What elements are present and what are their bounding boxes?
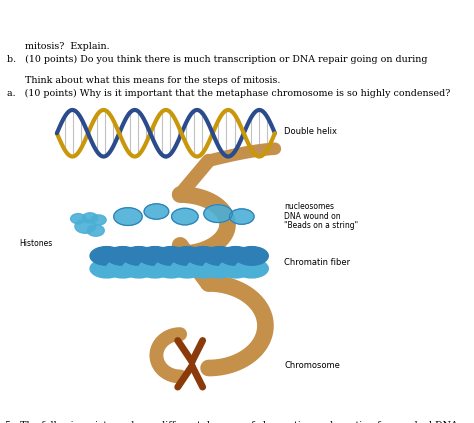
Text: Think about what this means for the steps of mitosis.: Think about what this means for the step… xyxy=(7,76,281,85)
Text: nucleosomes: nucleosomes xyxy=(284,202,334,211)
Ellipse shape xyxy=(171,247,204,265)
Ellipse shape xyxy=(87,225,104,236)
Ellipse shape xyxy=(155,259,188,278)
Text: DNA wound on: DNA wound on xyxy=(284,212,341,220)
Text: b.   (10 points) Do you think there is much transcription or DNA repair going on: b. (10 points) Do you think there is muc… xyxy=(7,55,428,64)
Ellipse shape xyxy=(138,259,172,278)
Ellipse shape xyxy=(219,247,252,265)
Text: Double helix: Double helix xyxy=(284,126,337,136)
Text: Chromatin fiber: Chromatin fiber xyxy=(284,258,351,267)
Text: 5.  The following picture shows different degrees of chromatin condensation from: 5. The following picture shows different… xyxy=(5,421,457,423)
Text: Histones: Histones xyxy=(19,239,52,248)
Ellipse shape xyxy=(187,247,220,265)
Text: a.   (10 points) Why is it important that the metaphase chromosome is so highly : a. (10 points) Why is it important that … xyxy=(7,89,450,98)
Ellipse shape xyxy=(114,208,142,225)
Ellipse shape xyxy=(187,259,220,278)
Ellipse shape xyxy=(203,247,236,265)
Ellipse shape xyxy=(75,219,96,233)
Ellipse shape xyxy=(203,259,236,278)
Ellipse shape xyxy=(138,247,172,265)
Ellipse shape xyxy=(155,247,188,265)
Ellipse shape xyxy=(235,247,268,265)
Ellipse shape xyxy=(82,213,98,223)
Ellipse shape xyxy=(90,247,123,265)
Ellipse shape xyxy=(144,204,169,219)
Ellipse shape xyxy=(71,214,86,224)
Ellipse shape xyxy=(122,259,155,278)
Ellipse shape xyxy=(229,209,254,224)
Ellipse shape xyxy=(204,205,232,222)
Ellipse shape xyxy=(172,208,198,225)
Ellipse shape xyxy=(91,215,106,225)
Ellipse shape xyxy=(106,259,139,278)
Text: Chromosome: Chromosome xyxy=(284,361,340,371)
Ellipse shape xyxy=(235,259,268,278)
Ellipse shape xyxy=(171,259,204,278)
Ellipse shape xyxy=(122,247,155,265)
Text: "Beads on a string": "Beads on a string" xyxy=(284,221,358,230)
Ellipse shape xyxy=(106,247,139,265)
Ellipse shape xyxy=(219,259,252,278)
Text: mitosis?  Explain.: mitosis? Explain. xyxy=(7,42,110,51)
Ellipse shape xyxy=(90,259,123,278)
